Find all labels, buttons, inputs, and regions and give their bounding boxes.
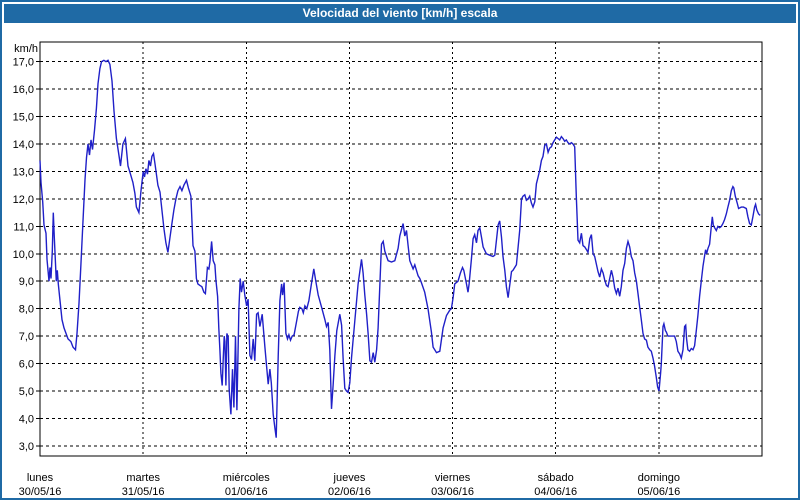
y-tick-label: 15,0 [13,112,34,124]
day-name-label: viernes [435,472,471,484]
y-tick-label: 8,0 [19,304,34,316]
y-tick-label: 12,0 [13,194,34,206]
day-name-label: martes [126,472,160,484]
y-tick-label: 5,0 [19,386,34,398]
day-name-label: jueves [333,472,366,484]
day-date-label: 31/05/16 [122,486,165,498]
day-date-label: 04/06/16 [534,486,577,498]
plot-border [39,41,763,457]
y-tick-label: 10,0 [13,249,34,261]
y-tick-label: 9,0 [19,276,34,288]
day-name-label: domingo [638,472,680,484]
day-name-label: miércoles [223,472,271,484]
y-tick-label: 3,0 [19,441,34,453]
day-date-label: 05/06/16 [637,486,680,498]
day-date-label: 02/06/16 [328,486,371,498]
y-tick-label: 7,0 [19,331,34,343]
day-date-label: 03/06/16 [431,486,474,498]
y-tick-label: 14,0 [13,139,34,151]
wind-speed-line [39,59,761,438]
y-tick-label: 17,0 [13,57,34,69]
day-date-label: 30/05/16 [19,486,62,498]
day-name-label: lunes [27,472,54,484]
y-axis-unit-label: km/h [14,43,38,55]
y-tick-label: 13,0 [13,166,34,178]
y-tick-label: 4,0 [19,413,34,425]
y-tick-label: 11,0 [13,221,34,233]
y-tick-label: 6,0 [19,359,34,371]
day-name-label: sábado [538,472,574,484]
window-titlebar: Velocidad del viento [km/h] escala [4,4,796,23]
y-tick-label: 16,0 [13,84,34,96]
window-title: Velocidad del viento [km/h] escala [302,6,498,20]
day-date-label: 01/06/16 [225,486,268,498]
